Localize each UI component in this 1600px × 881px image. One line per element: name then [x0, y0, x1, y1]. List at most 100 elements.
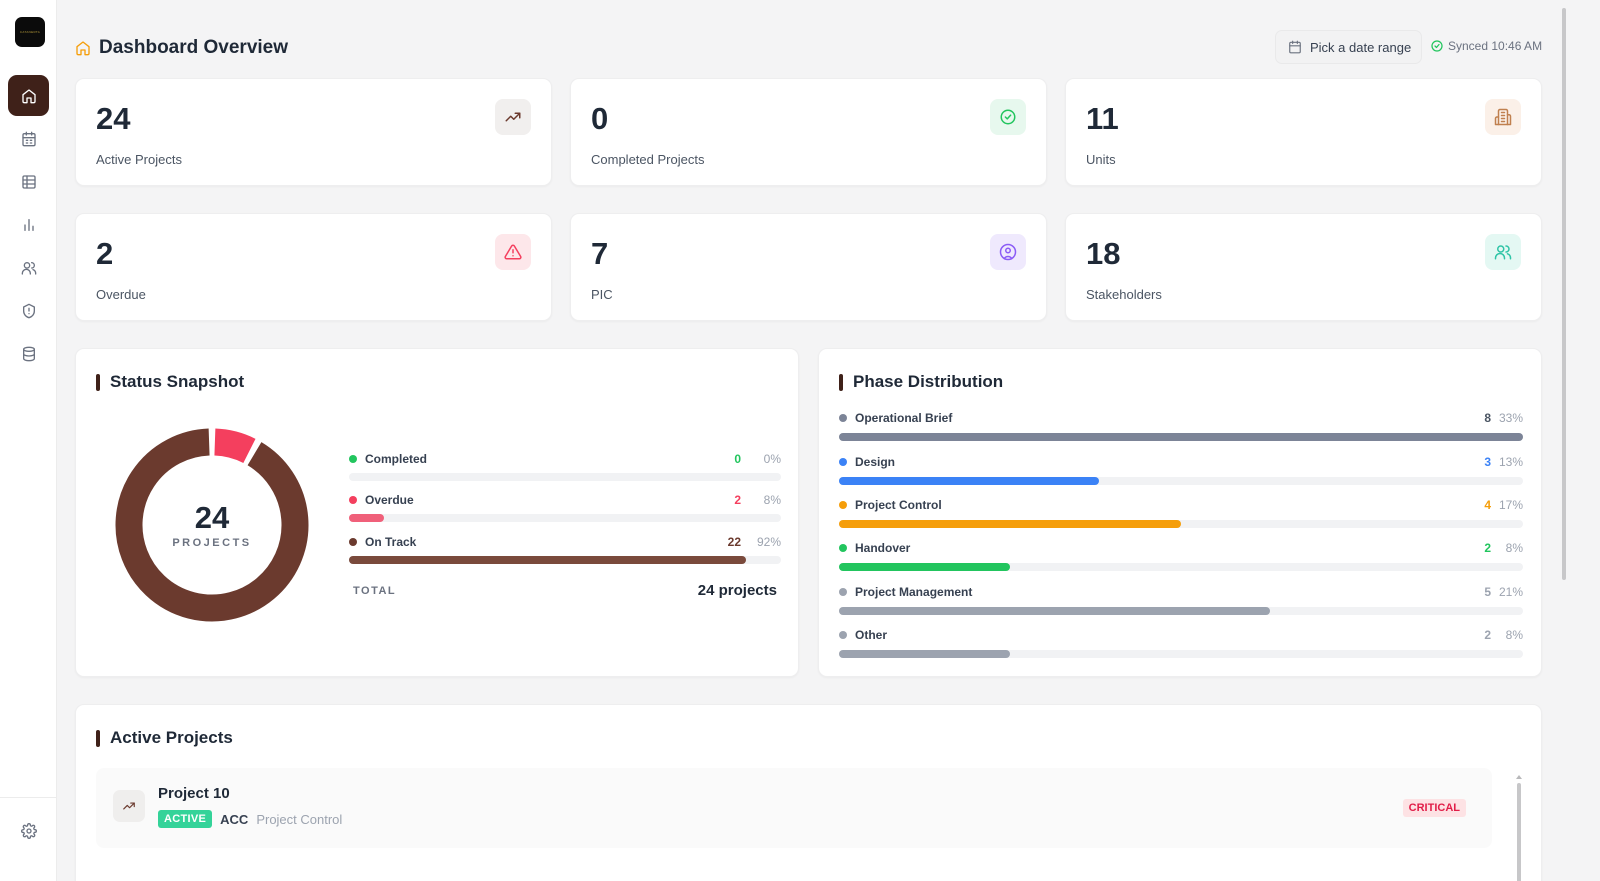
stat-card-units[interactable]: 11 Units	[1065, 78, 1542, 186]
phase-percent: 21%	[1498, 585, 1523, 599]
sidebar-item-calendar[interactable]	[8, 118, 49, 159]
phase-row-project-management[interactable]: Project Management 5 21%	[839, 584, 1523, 615]
total-value: 24 projects	[697, 582, 777, 599]
phase-progress-track	[839, 563, 1523, 571]
sidebar-item-security[interactable]	[8, 290, 49, 331]
sidebar: CATANERTA	[0, 0, 57, 881]
title-accent	[839, 373, 843, 391]
status-dot	[349, 496, 357, 504]
status-percent: 8%	[763, 493, 781, 507]
phase-dot	[839, 631, 847, 639]
phase-count: 2	[1484, 541, 1491, 555]
phase-progress-fill	[839, 650, 1010, 658]
stat-label: PIC	[591, 287, 613, 302]
status-row-on-track[interactable]: On Track 22 92%	[349, 534, 781, 564]
stat-label: Stakeholders	[1086, 287, 1162, 302]
phase-progress-track	[839, 433, 1523, 441]
phase-row-other[interactable]: Other 2 8%	[839, 627, 1523, 658]
phase-name: Operational Brief	[855, 411, 953, 425]
phase-dot	[839, 501, 847, 509]
stat-icon-box	[495, 99, 531, 135]
scroll-up-arrow[interactable]	[1516, 775, 1522, 779]
donut-svg	[115, 428, 309, 622]
status-percent: 0%	[763, 452, 781, 466]
status-row-overdue[interactable]: Overdue 2 8%	[349, 492, 781, 522]
phase-name: Other	[855, 628, 888, 642]
phase-row-project-control[interactable]: Project Control 4 17%	[839, 497, 1523, 528]
calendar-icon	[1289, 40, 1301, 54]
app-logo[interactable]: CATANERTA	[15, 17, 45, 47]
phase-progress-track	[839, 650, 1523, 658]
phase-dot	[839, 458, 847, 466]
stat-card-active-projects[interactable]: 24 Active Projects	[75, 78, 552, 186]
stat-card-overdue[interactable]: 2 Overdue	[75, 213, 552, 321]
page-title: Dashboard Overview	[99, 37, 289, 58]
date-range-button[interactable]: Pick a date range	[1275, 30, 1422, 64]
project-name[interactable]: Project 10	[158, 785, 230, 802]
phase-percent: 13%	[1498, 455, 1523, 469]
status-donut-chart: 24 PROJECTS	[114, 427, 310, 623]
stat-label: Active Projects	[96, 152, 182, 167]
sidebar-item-database[interactable]	[8, 333, 49, 374]
window-scrollbar[interactable]	[1560, 0, 1568, 881]
phase-count: 8	[1484, 411, 1491, 425]
donut-segment-on-track[interactable]	[115, 428, 309, 622]
home-icon	[21, 88, 36, 103]
phase-progress-fill	[839, 477, 1099, 485]
status-name: Completed	[365, 452, 428, 466]
bar-chart-icon	[23, 218, 34, 231]
stat-icon-box	[1485, 234, 1521, 270]
projects-scrollbar[interactable]	[1516, 775, 1522, 881]
phase-row-handover[interactable]: Handover 2 8%	[839, 540, 1523, 571]
sidebar-item-analytics[interactable]	[8, 204, 49, 245]
status-count: 2	[734, 493, 741, 507]
sidebar-item-users[interactable]	[8, 247, 49, 288]
stat-value: 24	[96, 101, 131, 136]
active-projects-panel: Active Projects Project 10 ACTIVE ACC Pr…	[75, 704, 1542, 881]
project-row[interactable]: Project 10 ACTIVE ACC Project Control CR…	[96, 768, 1492, 848]
status-row-completed[interactable]: Completed 0 0%	[349, 451, 781, 481]
page-header: Dashboard Overview	[75, 37, 288, 59]
check-circle-icon	[1000, 109, 1016, 125]
phase-row-design[interactable]: Design 3 13%	[839, 454, 1523, 485]
phase-progress-track	[839, 520, 1523, 528]
trending-up-icon	[123, 802, 135, 810]
phase-count: 5	[1484, 585, 1491, 599]
users-icon	[21, 261, 36, 275]
phase-count: 2	[1484, 628, 1491, 642]
phase-percent: 8%	[1505, 628, 1523, 642]
panel-title: Phase Distribution	[839, 372, 1003, 392]
sidebar-item-home[interactable]	[8, 75, 49, 116]
sidebar-item-table[interactable]	[8, 161, 49, 202]
project-meta: ACTIVE ACC Project Control	[158, 810, 342, 828]
phase-distribution-title: Phase Distribution	[853, 372, 1004, 391]
gear-icon	[20, 822, 37, 839]
phase-name: Handover	[855, 541, 911, 555]
status-count: 0	[734, 452, 741, 466]
stat-value: 7	[591, 236, 609, 271]
donut-segment-overdue[interactable]	[213, 428, 256, 464]
check-circle-icon	[1431, 40, 1443, 52]
title-accent	[96, 729, 100, 747]
status-dot	[349, 538, 357, 546]
settings-button[interactable]	[8, 810, 49, 851]
stat-card-pic[interactable]: 7 PIC	[570, 213, 1047, 321]
sync-status: Synced 10:46 AM	[1431, 39, 1542, 53]
status-dot	[349, 455, 357, 463]
phase-percent: 8%	[1505, 541, 1523, 555]
stat-icon-box	[495, 234, 531, 270]
status-progress-fill	[349, 556, 747, 564]
scrollbar-thumb[interactable]	[1517, 783, 1521, 881]
building-icon	[1494, 108, 1512, 126]
stat-value: 11	[1086, 101, 1119, 136]
status-snapshot-panel: Status Snapshot 24 PROJECTS Completed 0 …	[75, 348, 799, 677]
status-percent: 92%	[756, 535, 781, 549]
stat-card-stakeholders[interactable]: 18 Stakeholders	[1065, 213, 1542, 321]
users-icon	[1494, 245, 1512, 260]
phase-distribution-panel: Phase Distribution Operational Brief 8 33%…	[818, 348, 1542, 677]
project-icon-box	[113, 790, 145, 822]
stat-label: Completed Projects	[591, 152, 705, 167]
stat-card-completed-projects[interactable]: 0 Completed Projects	[570, 78, 1047, 186]
phase-row-operational-brief[interactable]: Operational Brief 8 33%	[839, 410, 1523, 441]
window-scrollbar-thumb[interactable]	[1562, 8, 1566, 580]
